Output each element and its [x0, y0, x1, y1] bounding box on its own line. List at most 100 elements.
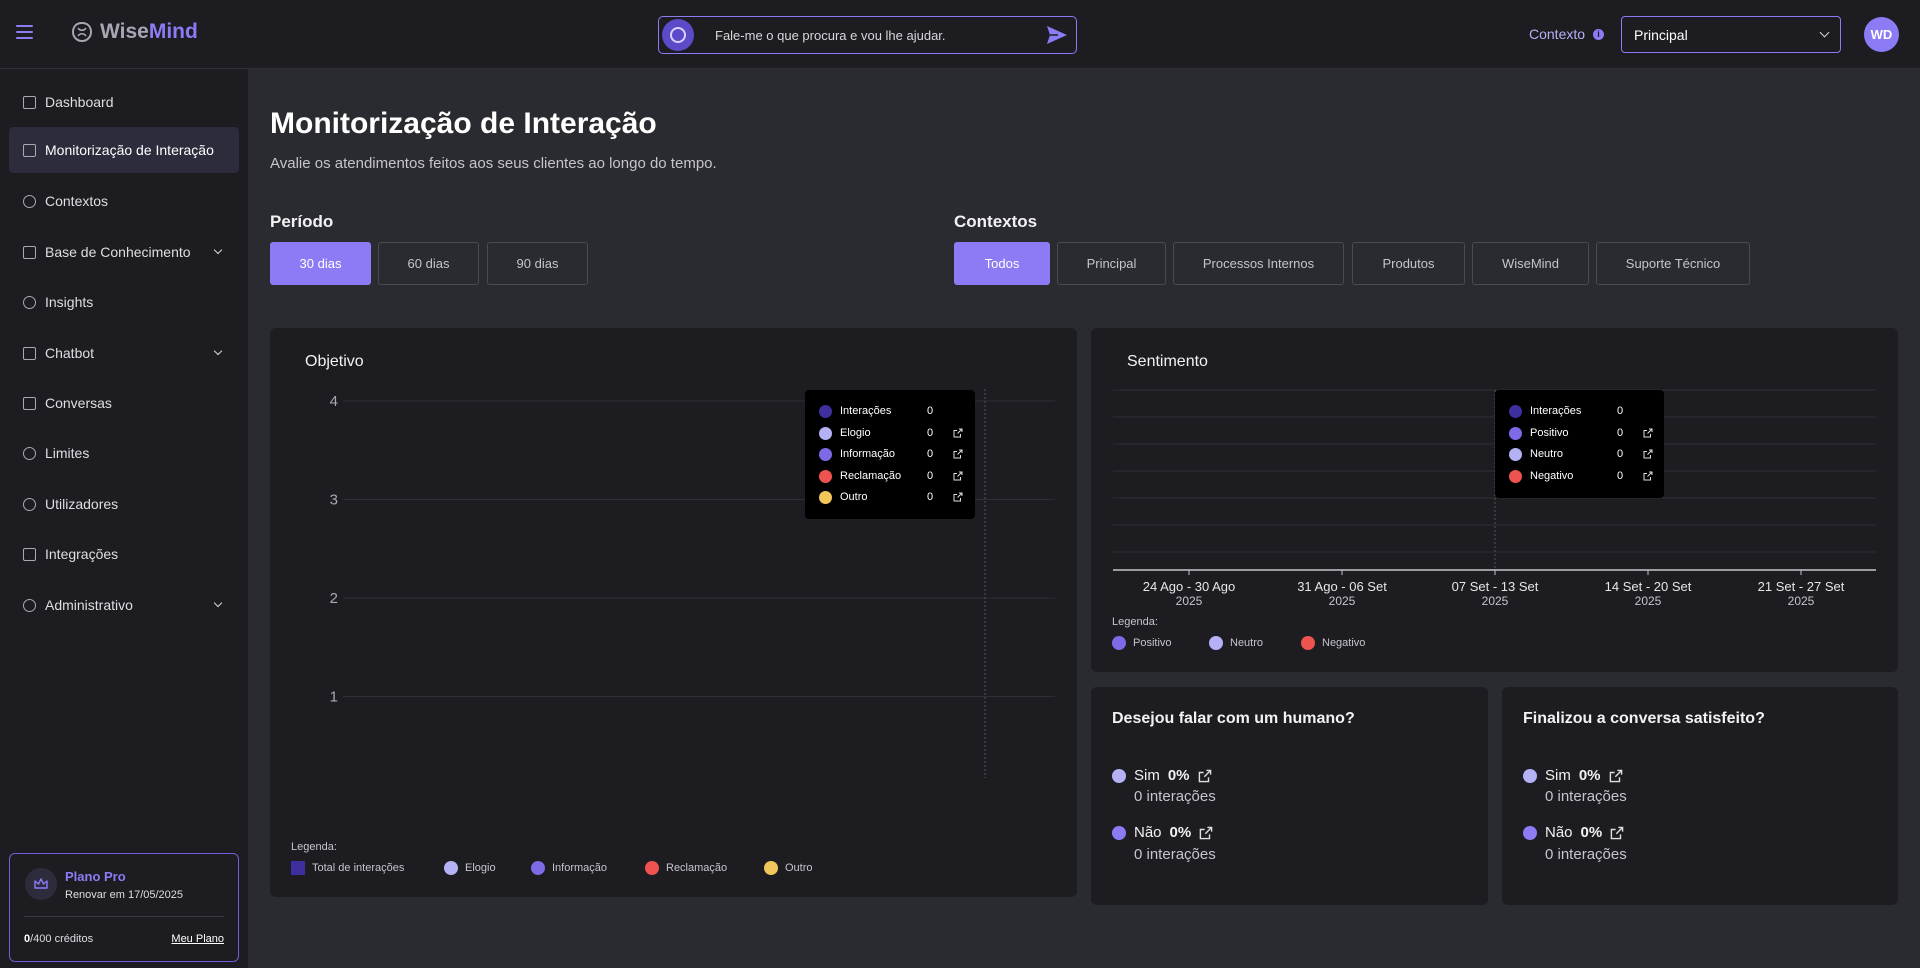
page-subtitle: Avalie os atendimentos feitos aos seus c…: [270, 155, 717, 172]
no-count: 0 interações: [1134, 846, 1216, 863]
legend-dot: [819, 447, 832, 461]
legend-item[interactable]: Neutro: [1209, 636, 1263, 650]
sidebar-item-conversas[interactable]: Conversas: [9, 380, 239, 426]
tooltip-value: 0: [1617, 427, 1624, 439]
legend-item[interactable]: Total de interações: [291, 861, 404, 875]
logo[interactable]: WiseMind: [70, 20, 198, 44]
card-title: Sentimento: [1127, 353, 1208, 370]
context-principal-button[interactable]: Principal: [1057, 242, 1166, 285]
no-row: Não 0%: [1112, 824, 1213, 841]
sidebar-item-label: Insights: [45, 294, 94, 310]
x-tick-label: 07 Set - 13 Set: [1452, 579, 1539, 594]
legend-item[interactable]: Outro: [764, 861, 813, 875]
plan-title: Plano Pro: [65, 869, 126, 884]
satisfeito-card: Finalizou a conversa satisfeito? Sim 0% …: [1502, 687, 1898, 905]
tooltip-value: 0: [927, 405, 934, 417]
sidebar-item-insights[interactable]: Insights: [9, 279, 239, 325]
legend-dot: [1509, 426, 1522, 440]
plan-renewal: Renovar em 17/05/2025: [65, 889, 184, 901]
x-tick-year: 2025: [1482, 594, 1509, 608]
context-processos-internos-button[interactable]: Processos Internos: [1173, 242, 1344, 285]
period-30-button[interactable]: 30 dias: [270, 242, 371, 285]
my-plan-link[interactable]: Meu Plano: [171, 933, 224, 945]
tooltip-name: Interações: [1530, 405, 1582, 417]
y-tick-label: 3: [330, 492, 338, 509]
legend-dot: [1112, 825, 1126, 840]
objetivo-tooltip: Interações 0 Elogio 0 Informação 0 Recla…: [805, 390, 975, 519]
legend-item[interactable]: Reclamação: [645, 861, 727, 875]
tooltip-row: Neutro 0: [1509, 446, 1654, 462]
tooltip-row: Negativo 0: [1509, 468, 1654, 484]
tooltip-value: 0: [1617, 405, 1624, 417]
context-produtos-button[interactable]: Produtos: [1352, 242, 1465, 285]
sidebar-item-label: Contextos: [45, 193, 109, 209]
legend-item[interactable]: Elogio: [444, 861, 496, 875]
context-select[interactable]: Principal: [1621, 16, 1841, 53]
external-link-icon[interactable]: [1198, 769, 1212, 783]
humano-card: Desejou falar com um humano? Sim 0% 0 in…: [1091, 687, 1488, 905]
sidebar-item-chatbot[interactable]: Chatbot: [9, 330, 239, 376]
legend-item[interactable]: Positivo: [1112, 636, 1172, 650]
external-link-icon[interactable]: [953, 471, 963, 481]
period-label: Período: [270, 212, 334, 231]
external-link-icon[interactable]: [1609, 769, 1623, 783]
sidebar-item-base-conhecimento[interactable]: Base de Conhecimento: [9, 229, 239, 275]
external-link-icon[interactable]: [953, 492, 963, 502]
send-icon[interactable]: [1046, 25, 1068, 45]
tooltip-value: 0: [1617, 448, 1624, 460]
info-icon[interactable]: i: [1593, 29, 1604, 40]
period-90-button[interactable]: 90 dias: [487, 242, 588, 285]
legend-dot: [1523, 768, 1537, 783]
legend-swatch: [291, 861, 305, 875]
legend-dot: [1112, 768, 1126, 783]
sidebar-item-integracoes[interactable]: Integrações: [9, 531, 239, 577]
legend-dot: [645, 861, 659, 875]
robot-icon: [23, 346, 36, 360]
external-link-icon[interactable]: [1643, 428, 1653, 438]
legend-dot: [819, 426, 832, 440]
legend-item[interactable]: Informação: [531, 861, 607, 875]
sidebar-item-contextos[interactable]: Contextos: [9, 178, 239, 224]
sidebar-item-dashboard[interactable]: Dashboard: [9, 79, 239, 125]
external-link-icon[interactable]: [1610, 826, 1624, 840]
legend-title: Legenda:: [291, 841, 337, 853]
context-todos-button[interactable]: Todos: [954, 242, 1050, 285]
legend-dot: [819, 404, 832, 418]
sidebar: Dashboard Monitorização de Interação Con…: [0, 69, 248, 968]
external-link-icon[interactable]: [1643, 449, 1653, 459]
context-suporte-tecnico-button[interactable]: Suporte Técnico: [1596, 242, 1750, 285]
tooltip-name: Outro: [840, 491, 868, 503]
period-60-button[interactable]: 60 dias: [378, 242, 479, 285]
menu-icon[interactable]: [16, 25, 33, 39]
sidebar-item-limites[interactable]: Limites: [9, 430, 239, 476]
sidebar-item-label: Base de Conhecimento: [45, 244, 191, 260]
search-input[interactable]: [715, 25, 1025, 45]
tooltip-value: 0: [927, 448, 934, 460]
external-link-icon[interactable]: [953, 428, 963, 438]
sidebar-item-label: Chatbot: [45, 345, 95, 361]
user-icon: [23, 497, 36, 511]
x-tick-label: 14 Set - 20 Set: [1605, 579, 1692, 594]
external-link-icon[interactable]: [953, 449, 963, 459]
sidebar-item-administrativo[interactable]: Administrativo: [9, 582, 239, 628]
external-link-icon[interactable]: [1643, 471, 1653, 481]
sidebar-item-monitorizacao[interactable]: Monitorização de Interação: [9, 127, 239, 173]
chevron-down-icon: [213, 346, 223, 356]
divider: [24, 916, 224, 917]
yes-row: Sim 0%: [1523, 767, 1623, 784]
context-wisemind-button[interactable]: WiseMind: [1472, 242, 1589, 285]
sidebar-item-utilizadores[interactable]: Utilizadores: [9, 481, 239, 527]
legend-title: Legenda:: [1112, 616, 1158, 628]
sidebar-item-label: Integrações: [45, 546, 119, 562]
x-tick-year: 2025: [1635, 594, 1662, 608]
x-tick-year: 2025: [1176, 594, 1203, 608]
lightbulb-icon: [23, 295, 36, 309]
chevron-down-icon: [1819, 27, 1830, 38]
external-link-icon[interactable]: [1199, 826, 1213, 840]
legend-dot: [819, 490, 832, 504]
legend-item[interactable]: Negativo: [1301, 636, 1365, 650]
legend-dot: [444, 861, 458, 875]
avatar[interactable]: WD: [1864, 17, 1899, 52]
sidebar-item-label: Limites: [45, 445, 90, 461]
